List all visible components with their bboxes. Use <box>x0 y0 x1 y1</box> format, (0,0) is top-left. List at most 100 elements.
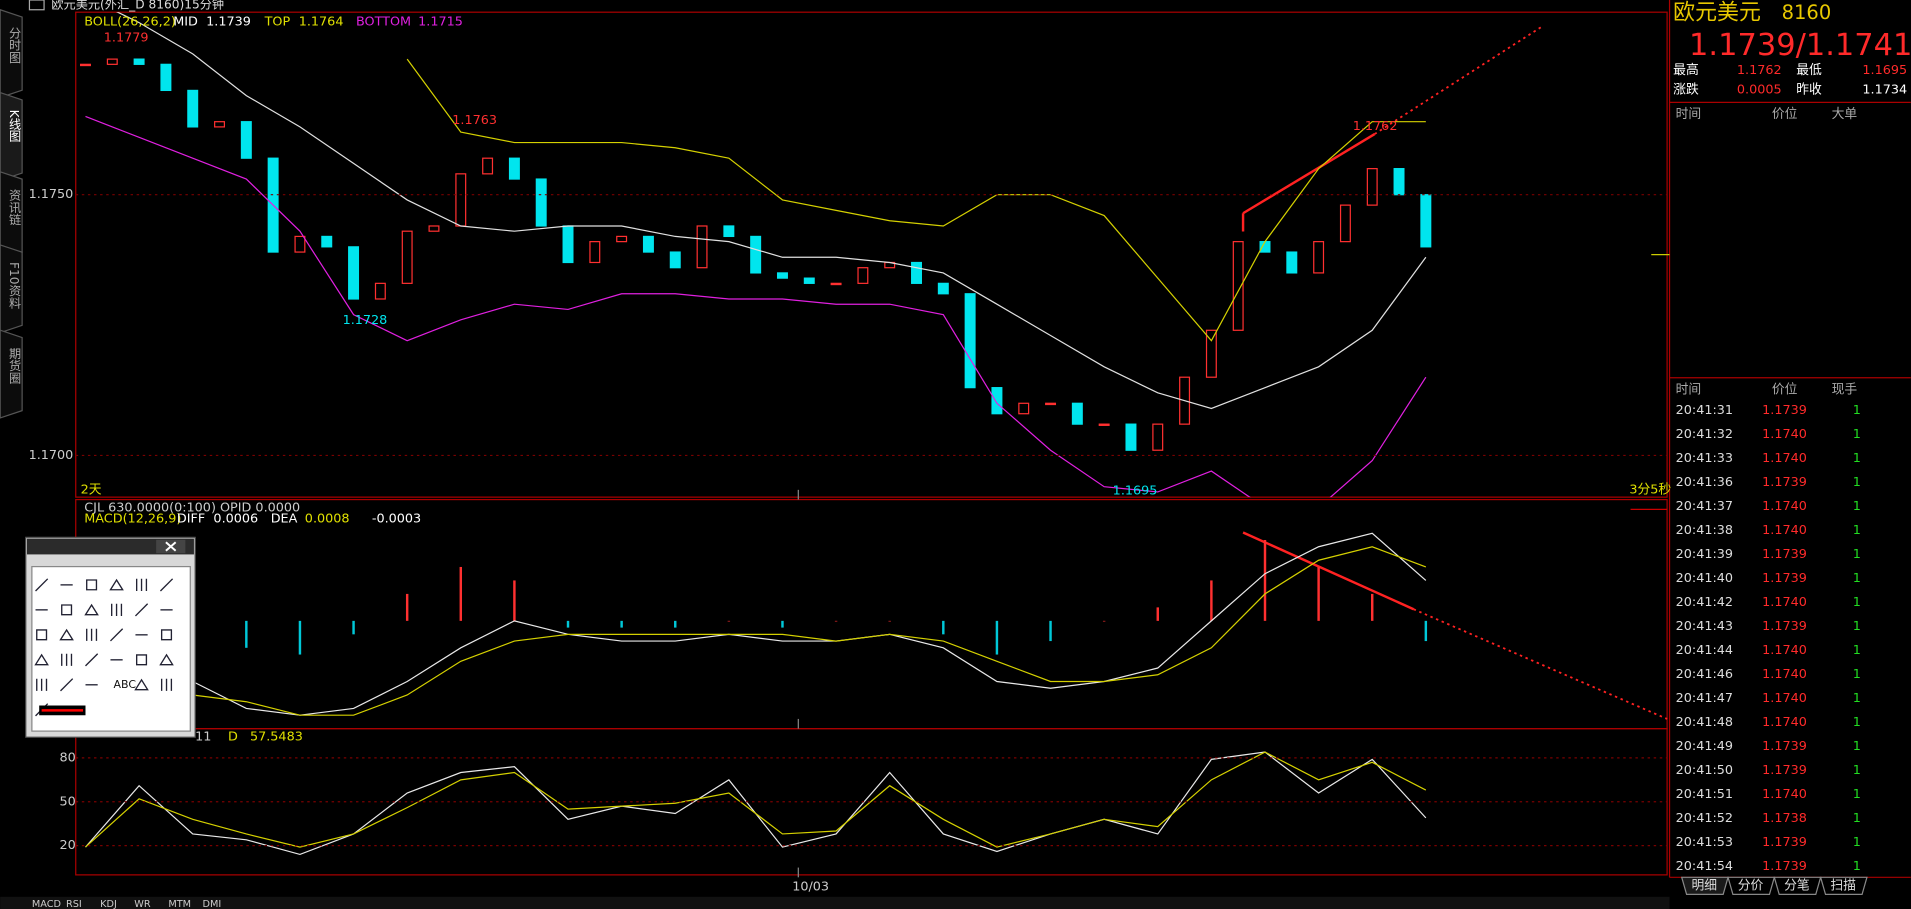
boll-mid <box>116 12 1427 410</box>
tool-icon[interactable] <box>159 578 174 592</box>
macd-legend-value: 0.0006 <box>213 512 258 527</box>
price-annotation: 1.1762 <box>1353 119 1398 134</box>
legend-value: 1.1764 <box>299 14 344 29</box>
macd-bar <box>620 620 623 628</box>
tool-icon[interactable] <box>61 653 73 666</box>
macd-bar <box>352 620 355 635</box>
macd-bar <box>245 620 248 648</box>
tool-icon[interactable] <box>135 578 148 591</box>
instrument-name: 欧元美元 <box>1673 0 1761 25</box>
macd-bar <box>1102 620 1106 622</box>
tool-icon[interactable] <box>86 628 98 641</box>
trade-time: 20:41:39 <box>1676 547 1733 562</box>
trade-volume: 1 <box>1853 619 1861 634</box>
trade-volume: 1 <box>1853 859 1861 874</box>
legend-name: BOLL(26,26,2) <box>84 14 176 29</box>
sidebar-tab[interactable] <box>0 244 23 334</box>
tool-icon[interactable] <box>134 603 149 617</box>
trend-line[interactable] <box>1242 531 1415 611</box>
candle <box>857 267 869 284</box>
tool-icon[interactable] <box>34 653 49 666</box>
tool-icon[interactable] <box>135 654 148 666</box>
tool-icon[interactable] <box>160 678 173 691</box>
tool-icon[interactable] <box>86 579 98 591</box>
sidebar-tab-label[interactable]: 分时图 <box>7 27 21 64</box>
boll-bottom <box>85 115 1427 498</box>
bottom-tab-label[interactable]: 明细 <box>1691 878 1717 893</box>
macd-bar <box>674 620 677 628</box>
tool-icon[interactable] <box>160 629 173 641</box>
stat-label: 涨跌 <box>1673 82 1699 98</box>
sidebar-tab-label[interactable]: 资讯链 <box>7 189 21 226</box>
indicator-tab[interactable]: KDJ <box>100 899 117 909</box>
sidebar-tab-label[interactable]: K线图 <box>7 110 21 142</box>
y-tick-label: 1.1700 <box>29 448 74 463</box>
tool-icon[interactable] <box>36 678 48 691</box>
bottom-tab[interactable] <box>1773 876 1822 895</box>
tool-icon[interactable] <box>85 653 99 667</box>
indicator-tab[interactable]: MACD <box>32 899 61 909</box>
candle <box>1179 376 1191 425</box>
bottom-tab-label[interactable]: 扫描 <box>1830 878 1856 893</box>
macd-bar <box>1210 580 1213 621</box>
trade-volume: 1 <box>1853 739 1861 754</box>
sidebar-tab-label[interactable]: F10资料 <box>7 262 21 309</box>
macd-bar <box>1156 607 1159 621</box>
tool-icon[interactable] <box>61 604 73 616</box>
candle <box>1366 168 1378 206</box>
trade-price: 1.1739 <box>1762 835 1807 850</box>
tool-icon[interactable] <box>159 653 174 666</box>
bottom-tab-label[interactable]: 分笔 <box>1784 877 1810 893</box>
indicator-tab-bar <box>0 896 1670 909</box>
indicator-tab[interactable]: MTM <box>168 899 191 909</box>
trade-price: 1.1739 <box>1762 763 1807 778</box>
tool-icon[interactable] <box>111 603 123 616</box>
trade-price: 1.1740 <box>1762 643 1807 658</box>
tool-icon[interactable] <box>35 578 49 592</box>
window-icon <box>28 0 45 11</box>
column-header: 时间 <box>1676 107 1702 122</box>
trade-volume: 1 <box>1853 643 1861 658</box>
sidebar-tab[interactable] <box>0 91 23 182</box>
trend-extension[interactable] <box>1374 26 1543 135</box>
tool-icon[interactable] <box>109 578 124 591</box>
trend-line[interactable] <box>1242 132 1376 215</box>
candle <box>642 235 654 253</box>
sidebar-tab[interactable] <box>0 329 23 419</box>
price-annotation: 1.1763 <box>452 113 497 128</box>
sidebar-tab[interactable] <box>0 9 23 99</box>
d-line <box>85 751 1427 848</box>
macd-header: CJL 630.0000(0:100) OPID 0.0000 <box>84 501 300 516</box>
kdj-legend-value: 57.5483 <box>250 730 303 745</box>
sidebar-tab-label[interactable]: 期货圈 <box>7 347 21 384</box>
candle <box>937 282 949 295</box>
bottom-tab-label[interactable]: 分价 <box>1738 878 1764 893</box>
candle <box>723 225 735 238</box>
tool-icon[interactable] <box>134 678 149 691</box>
tool-icon[interactable] <box>60 678 74 692</box>
indicator-tab[interactable]: DMI <box>202 899 221 909</box>
tool-icon[interactable] <box>36 629 48 641</box>
tool-icon[interactable] <box>84 603 99 616</box>
column-header: 时间 <box>1676 382 1702 397</box>
macd-bar <box>1049 620 1052 642</box>
candle <box>133 58 145 65</box>
indicator-tab[interactable]: WR <box>134 899 151 909</box>
candle <box>803 277 815 284</box>
tool-icon[interactable] <box>59 628 74 641</box>
bottom-tab[interactable] <box>1680 876 1729 895</box>
bottom-tab[interactable] <box>1727 876 1776 895</box>
tool-icon[interactable] <box>109 628 124 642</box>
bottom-tab[interactable] <box>1819 876 1868 895</box>
candle <box>160 63 172 92</box>
legend-label: MID <box>173 14 198 29</box>
indicator-tab[interactable]: RSI <box>66 899 82 909</box>
trade-volume: 1 <box>1853 811 1861 826</box>
macd-bar <box>942 620 945 635</box>
tool-text-label[interactable]: ABC <box>114 678 137 691</box>
toolbox-close[interactable] <box>156 539 186 554</box>
trade-price: 1.1740 <box>1762 499 1807 514</box>
trade-time: 20:41:54 <box>1676 859 1733 874</box>
candle <box>830 282 842 286</box>
candle <box>187 89 199 128</box>
